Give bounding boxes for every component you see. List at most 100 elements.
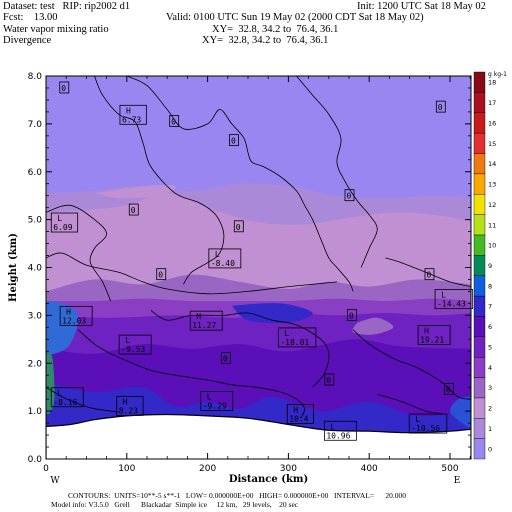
plot-header: Dataset: test RIP: rip2002 d1 Init: 1200…	[0, 0, 512, 64]
extremum-label: L-8.40	[208, 248, 242, 269]
x-tick-label: 300	[280, 464, 297, 474]
x-end-label-east: E	[454, 476, 461, 486]
extremum-value: 6.09	[53, 223, 72, 232]
colorbar-level-label: 1	[488, 425, 492, 433]
extremum-value: 8.23	[119, 406, 138, 415]
valid-time-label: Valid: 0100 UTC Sun 19 May 02 (2000 CDT …	[166, 12, 424, 23]
contour-value-text: 0	[426, 271, 431, 280]
contour-info: CONTOURS: UNITS=10**-5 s**-1 LOW= 0.0000…	[68, 491, 407, 500]
model-info: Model info: V3.5.0 Grell Blackadar Simpl…	[51, 500, 299, 509]
extremum-box	[323, 420, 357, 441]
contour-value-label: 0	[156, 268, 167, 281]
colorbar-swatch	[473, 255, 486, 276]
blue-pocket-right	[449, 396, 471, 428]
extremum-box	[50, 212, 79, 233]
y-tick-label: 2.0	[28, 359, 43, 369]
colorbar-swatch	[473, 295, 486, 317]
contour-c	[126, 76, 354, 292]
contour-value-text: 0	[158, 271, 163, 280]
high-moisture-core-left	[46, 301, 79, 355]
init-time-label: Init: 1200 UTC Sat 18 May 02	[357, 1, 486, 12]
x-tick-label: 200	[199, 464, 216, 474]
extremum-letter: L	[441, 291, 446, 300]
extremum-letter: L	[125, 336, 130, 345]
colorbar-swatch	[473, 275, 486, 297]
extremum-box	[286, 404, 315, 424]
colorbar-swatch	[473, 214, 486, 236]
extremum-letter: L	[415, 415, 420, 424]
contour-j	[46, 386, 119, 413]
colorbar-level-label: 13	[488, 181, 496, 189]
extremum-box	[434, 289, 474, 310]
y-tick-label: 8.0	[28, 72, 43, 82]
extremum-value: -8.40	[211, 259, 235, 268]
colorbar-swatch	[473, 194, 486, 215]
extremum-letter: L	[57, 214, 62, 223]
colorbar-level-label: 10	[488, 242, 496, 250]
colorbar-level-label: 18	[488, 79, 496, 87]
colorbar-swatch	[473, 397, 486, 419]
extremum-label: L-10.56	[408, 413, 448, 434]
colorbar-level-label: 3	[488, 384, 492, 392]
contour-value-box	[220, 352, 231, 364]
colorbar-level-label: 11	[488, 221, 496, 229]
contour-i	[352, 329, 471, 400]
colorbar-swatch	[473, 418, 486, 439]
colorbar-swatch	[473, 112, 486, 134]
contour-value-label: 0	[59, 81, 70, 94]
x-end-label-west: W	[50, 476, 60, 486]
contour-value-box	[435, 100, 446, 113]
contour-value-box	[156, 268, 167, 281]
colorbar-level-label: 15	[488, 140, 496, 148]
contour-value-text: 0	[223, 354, 228, 363]
field1-name: Water vapor mixing ratio	[3, 24, 109, 35]
dataset-label: Dataset: test RIP: rip2002 d1	[3, 1, 131, 12]
extremum-label: H10.4	[286, 404, 315, 424]
x-tick-label: 400	[361, 464, 378, 474]
extremum-label: H19.21	[417, 325, 451, 345]
colorbar-units: g kg-1	[488, 71, 507, 78]
extremum-label: L-14.43	[434, 289, 474, 310]
contour-value-box	[443, 383, 454, 395]
extremum-value: 10.96	[326, 431, 350, 440]
y-tick-label: 0.0	[28, 455, 43, 465]
contour-e	[46, 252, 337, 295]
contour-value-text: 0	[236, 223, 241, 232]
extremum-box	[189, 310, 223, 331]
extremum-letter: H	[126, 106, 131, 115]
field2-cross-section: XY= 32.8, 34.2 to 76.4, 36.1	[202, 35, 329, 46]
contour-value-text: 0	[446, 386, 451, 395]
contour-value-text: 0	[438, 103, 443, 112]
contour-value-text: 0	[171, 117, 176, 126]
contour-value-box	[233, 220, 244, 233]
colorbar-swatch	[473, 173, 486, 195]
colorbar-level-label: 9	[488, 262, 492, 270]
colorbar-level-label: 2	[488, 405, 492, 413]
contour-value-box	[344, 189, 355, 202]
colorbar-level-label: 0	[488, 445, 492, 453]
terrain-surface	[46, 413, 471, 459]
x-axis-label: Distance (km)	[229, 474, 308, 485]
colorbar-level-label: 8	[488, 282, 492, 290]
colorbar-swatch	[473, 92, 486, 113]
contour-value-label: 0	[220, 352, 231, 364]
extremum-letter: H	[293, 406, 298, 415]
colorbar-level-label: 6	[488, 323, 492, 331]
extremum-box	[119, 104, 147, 125]
y-tick-label: 6.0	[28, 168, 43, 178]
extremum-box	[277, 327, 317, 348]
extremum-value: 10.4	[289, 415, 308, 424]
field2-name: Divergence	[3, 35, 52, 46]
extremum-label: L-9.53	[118, 334, 152, 355]
extremum-box	[59, 305, 93, 326]
y-tick-label: 7.0	[28, 120, 43, 130]
contour-value-label: 0	[347, 308, 357, 321]
extremum-letter: L	[215, 250, 220, 259]
extremum-value: -9.29	[203, 402, 227, 411]
contour-value-box	[59, 81, 70, 94]
contour-value-box	[128, 203, 139, 216]
extremum-label: L-18.01	[277, 327, 317, 348]
contour-g	[150, 310, 330, 388]
